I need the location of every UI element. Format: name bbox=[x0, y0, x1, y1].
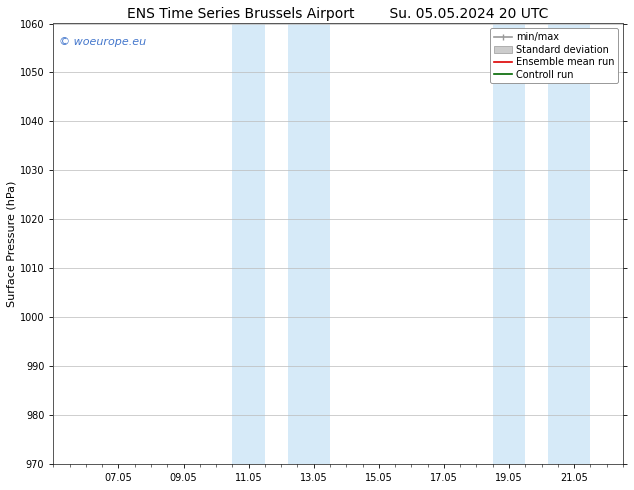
Bar bbox=[493, 24, 525, 464]
Bar bbox=[288, 24, 330, 464]
Legend: min/max, Standard deviation, Ensemble mean run, Controll run: min/max, Standard deviation, Ensemble me… bbox=[490, 28, 618, 83]
Bar bbox=[548, 24, 590, 464]
Y-axis label: Surface Pressure (hPa): Surface Pressure (hPa) bbox=[7, 181, 17, 307]
Title: ENS Time Series Brussels Airport        Su. 05.05.2024 20 UTC: ENS Time Series Brussels Airport Su. 05.… bbox=[127, 7, 549, 21]
Text: © woeurope.eu: © woeurope.eu bbox=[59, 37, 146, 47]
Bar bbox=[233, 24, 265, 464]
